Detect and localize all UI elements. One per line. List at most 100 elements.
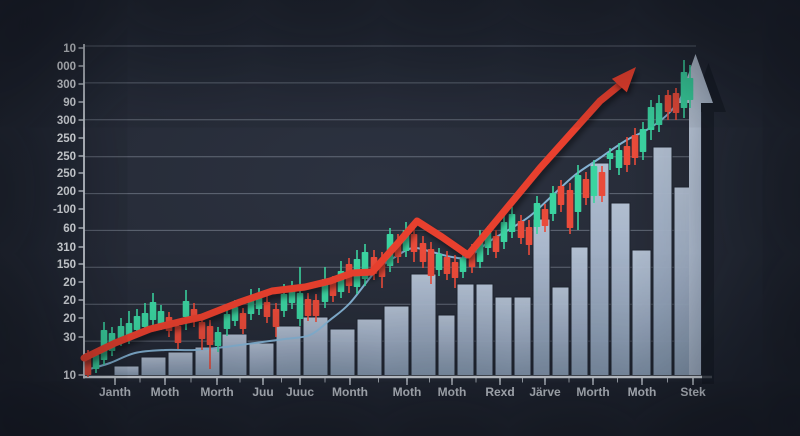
candle-down [443,251,451,280]
volume-bar [194,346,221,376]
y-axis-label: 60 [63,223,76,235]
volume-bar [532,218,551,376]
volume-bar [383,305,410,376]
x-axis-label: Rexd [485,385,514,399]
volume-bar [140,356,167,376]
volume-bar [437,314,456,376]
x-axis-label: Moth [628,385,657,399]
volume-bar [275,325,302,376]
candle-down [664,90,672,120]
candle-down [263,296,271,323]
candle-down [631,128,639,165]
candle-down [598,166,606,202]
candle-up [149,293,157,328]
y-axis-label: 90 [63,97,76,109]
candle-up [296,267,304,326]
x-axis-label: Moth [438,385,467,399]
trend-arrow-head-icon [611,67,636,93]
candle-down [198,316,206,350]
candle-up [686,65,694,108]
candle-down [557,180,565,212]
volume-bar [631,249,652,376]
candle-down [451,255,459,288]
candle-down [312,294,320,322]
volume-bar [302,316,329,376]
candle-up [533,196,541,234]
candle-down [239,308,247,334]
candle-up [615,143,623,175]
candle-down [427,242,435,284]
volume-bar [248,342,275,376]
volume-bar [610,202,631,376]
volume-bar [513,296,532,376]
y-axis-label: 30 [63,332,76,344]
y-axis-label: -100 [53,204,76,216]
candle-up [680,60,688,118]
candle-down [582,172,590,205]
candle-up [647,100,655,140]
y-axis-label: 000 [57,61,76,73]
candle-down [206,320,214,369]
x-axis-label: Morth [200,385,233,399]
x-axis-label: Moth [151,385,180,399]
volume-bar [221,333,248,376]
y-axis-label: 250 [57,168,76,180]
x-axis-label: Moth [393,385,422,399]
candle-up [590,160,598,203]
y-axis-label: 310 [57,242,76,254]
x-axis-label: Juu [252,385,273,399]
volume-bar [113,365,140,376]
y-axis-label: 200 [57,186,76,198]
volume-bar [475,283,494,376]
y-axis-label: 250 [57,133,76,145]
volume-bar [551,286,570,376]
candle-up [247,289,255,320]
y-axis-label: 150 [57,259,76,271]
candle-up [639,122,647,160]
y-axis-label: 300 [57,115,76,127]
y-axis-label: 10 [63,43,76,55]
up-arrow-icon [678,54,713,375]
candle-down [525,220,533,255]
volume-bar [589,162,610,376]
candle-up [214,327,222,352]
candle-up [508,207,516,238]
volume-bar [356,318,383,376]
candle-up [574,165,582,230]
y-axis-label: 20 [63,277,76,289]
candle-up [606,148,614,170]
y-axis-label: 20 [63,295,76,307]
up-arrow-shadow [691,63,726,384]
candle-up [655,95,663,132]
volume-bar [456,283,475,376]
candle-down [492,230,500,258]
volume-bar [494,296,513,376]
volume-bar [652,146,673,376]
x-axis-label: Stek [680,385,706,399]
candle-down [272,303,280,337]
candle-down [410,228,418,262]
x-axis-label: Month [332,385,368,399]
candle-up [500,214,508,249]
x-axis-label: Järve [529,385,561,399]
volume-bar [167,351,194,376]
candle-down [517,215,525,244]
candle-down [672,88,680,120]
candle-up [435,248,443,276]
volume-bar [329,328,356,376]
candle-up [549,186,557,221]
volume-bar [570,246,589,376]
candle-down [541,204,549,232]
candle-up [321,267,329,308]
x-axis-label: Morth [576,385,609,399]
x-axis-label: Juuc [286,385,314,399]
y-axis-label: 300 [57,79,76,91]
volume-bar [410,273,437,376]
y-axis-label: 250 [57,151,76,163]
candle-down [566,183,574,234]
trend-line [80,80,625,362]
candle-down [304,293,312,321]
candle-down [623,137,631,172]
